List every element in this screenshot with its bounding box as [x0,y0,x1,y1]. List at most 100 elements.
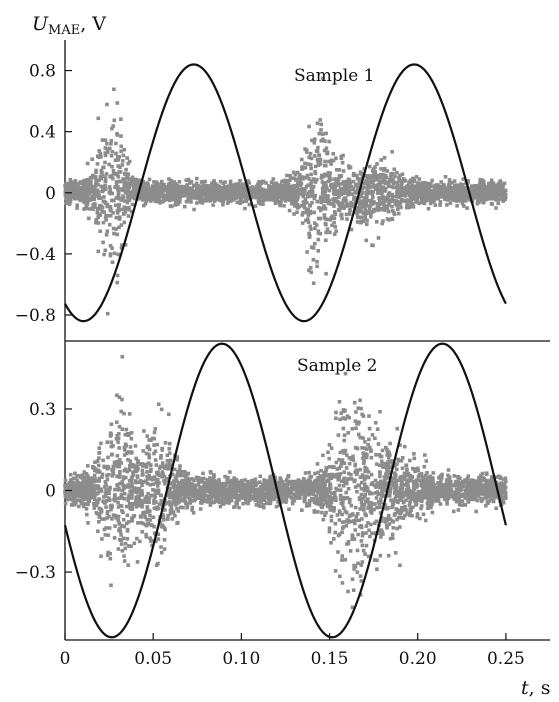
noise-point [144,191,149,196]
noise-point [125,200,130,205]
noise-point [158,493,163,498]
noise-point [339,156,344,161]
noise-point [363,174,368,178]
noise-point [310,188,314,192]
noise-point [337,400,342,404]
noise-point [324,271,328,276]
noise-point [102,195,106,199]
noise-point [127,544,131,548]
noise-point [259,485,263,489]
noise-point [365,218,369,223]
noise-point [302,205,307,210]
noise-point [320,76,325,81]
noise-point [391,172,395,176]
noise-point [105,499,109,503]
noise-point [388,489,393,494]
noise-point [144,510,148,514]
noise-point [170,472,175,477]
noise-point [381,185,385,189]
noise-point [258,474,263,479]
noise-point [317,131,322,136]
noise-point [377,196,381,200]
noise-point [204,493,208,498]
noise-point [309,179,314,184]
noise-point [321,517,326,522]
noise-point [484,191,489,196]
noise-point [105,477,110,482]
noise-point [476,186,481,191]
noise-point [120,163,125,167]
noise-point [352,567,356,571]
noise-point [225,191,229,196]
noise-point [85,512,89,517]
noise-point [104,505,108,509]
noise-point [384,471,389,475]
noise-point [131,470,135,475]
noise-point [176,188,180,193]
noise-point [395,187,400,192]
noise-point [449,186,454,191]
noise-point [400,172,405,176]
noise-point [189,195,194,200]
noise-point [497,197,501,202]
noise-point [84,184,88,188]
noise-point [196,184,201,188]
noise-point [106,150,110,155]
noise-point [85,190,90,195]
noise-point [448,188,453,193]
noise-point [309,156,314,161]
noise-point [141,449,145,453]
noise-point [369,522,373,527]
noise-point [105,440,109,444]
noise-point [342,179,347,184]
noise-point [329,158,334,163]
noise-point [208,476,212,480]
noise-point [132,195,136,199]
noise-point [148,518,153,522]
noise-point [309,162,313,167]
noise-point [316,163,321,167]
noise-point [287,190,291,195]
noise-point [195,201,199,205]
noise-point [350,605,355,610]
noise-point [240,200,244,204]
noise-point [380,221,384,226]
noise-point [132,186,137,190]
noise-point [171,185,175,190]
noise-point [209,195,213,200]
noise-point [341,198,346,202]
noise-point [259,500,263,504]
noise-point [190,477,194,481]
noise-point [373,187,378,191]
noise-point [76,185,81,190]
noise-point [108,551,112,556]
noise-point [318,485,323,489]
noise-point [335,467,340,471]
noise-point [152,186,156,191]
noise-point [389,177,394,182]
noise-point [417,201,421,206]
noise-point [99,184,104,189]
noise-point [477,183,482,187]
noise-point [322,206,327,211]
noise-point [115,393,119,397]
noise-point [109,422,114,426]
noise-point [100,475,104,479]
noise-point [382,478,387,483]
noise-point [347,456,352,460]
noise-point [130,202,135,207]
noise-point [255,189,260,193]
noise-point [73,471,77,476]
noise-point [473,185,477,190]
noise-point [319,122,323,127]
noise-point [316,490,320,494]
noise-point [218,179,223,184]
noise-point [208,187,212,192]
noise-point [124,475,128,480]
noise-point [301,193,305,198]
noise-point [297,176,301,180]
noise-point [357,196,361,201]
noise-point [201,184,206,189]
noise-point [367,503,371,508]
noise-point [247,202,252,207]
